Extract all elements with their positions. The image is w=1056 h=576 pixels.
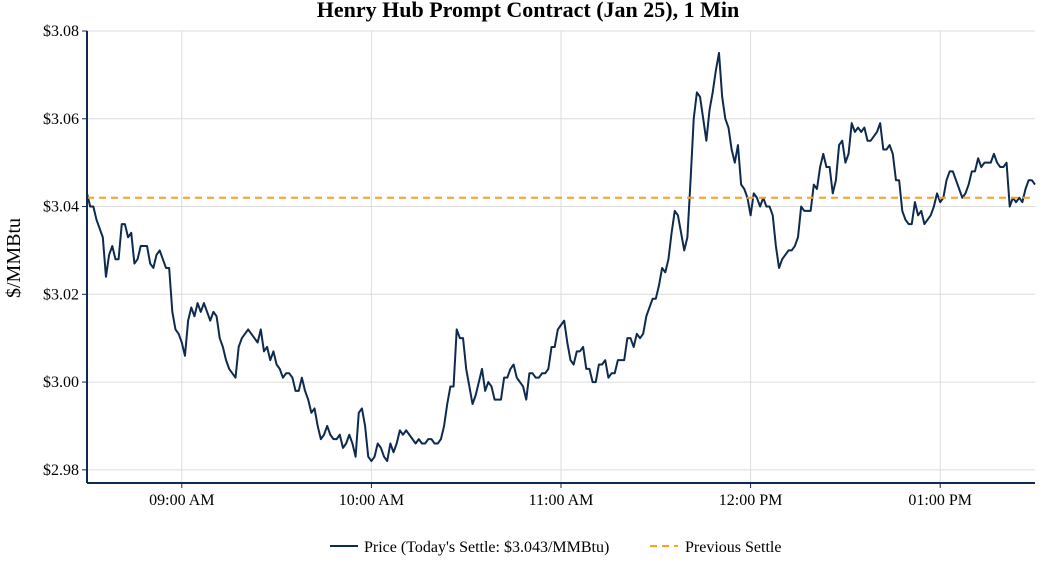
y-tick-label-2: $3.02: [43, 286, 79, 303]
chart-title: Henry Hub Prompt Contract (Jan 25), 1 Mi…: [317, 0, 739, 22]
y-tick-label-3: $3.04: [43, 199, 79, 216]
y-tick-label-4: $3.06: [43, 111, 79, 128]
y-tick-label-1: $3.00: [43, 374, 79, 391]
y-tick-label-5: $3.08: [43, 23, 79, 40]
legend-label-previous-settle: Previous Settle: [685, 539, 781, 556]
y-tick-label-0: $2.98: [43, 462, 79, 479]
x-tick-label-0: 09:00 AM: [149, 492, 214, 509]
grid: [87, 30, 1035, 483]
x-tick-label-3: 12:00 PM: [719, 492, 783, 509]
series-line-price: [86, 51, 1036, 463]
legend-item-previous-settle[interactable]: Previous Settle: [650, 539, 781, 556]
y-axis-label: $/MMBtu: [3, 218, 25, 298]
x-tick-label-2: 11:00 AM: [529, 492, 594, 509]
x-tick-label-4: 01:00 PM: [908, 492, 972, 509]
y-axis: $2.98 $3.00 $3.02 $3.04 $3.06 $3.08: [43, 23, 87, 479]
legend-label-price: Price (Today's Settle: $3.043/MMBtu): [364, 539, 609, 556]
series-group: [86, 51, 1036, 463]
legend-item-price[interactable]: Price (Today's Settle: $3.043/MMBtu): [330, 539, 609, 556]
legend: Price (Today's Settle: $3.043/MMBtu) Pre…: [330, 539, 781, 556]
x-tick-label-1: 10:00 AM: [339, 492, 404, 509]
x-axis: 09:00 AM 10:00 AM 11:00 AM 12:00 PM 01:00 PM: [149, 483, 972, 509]
